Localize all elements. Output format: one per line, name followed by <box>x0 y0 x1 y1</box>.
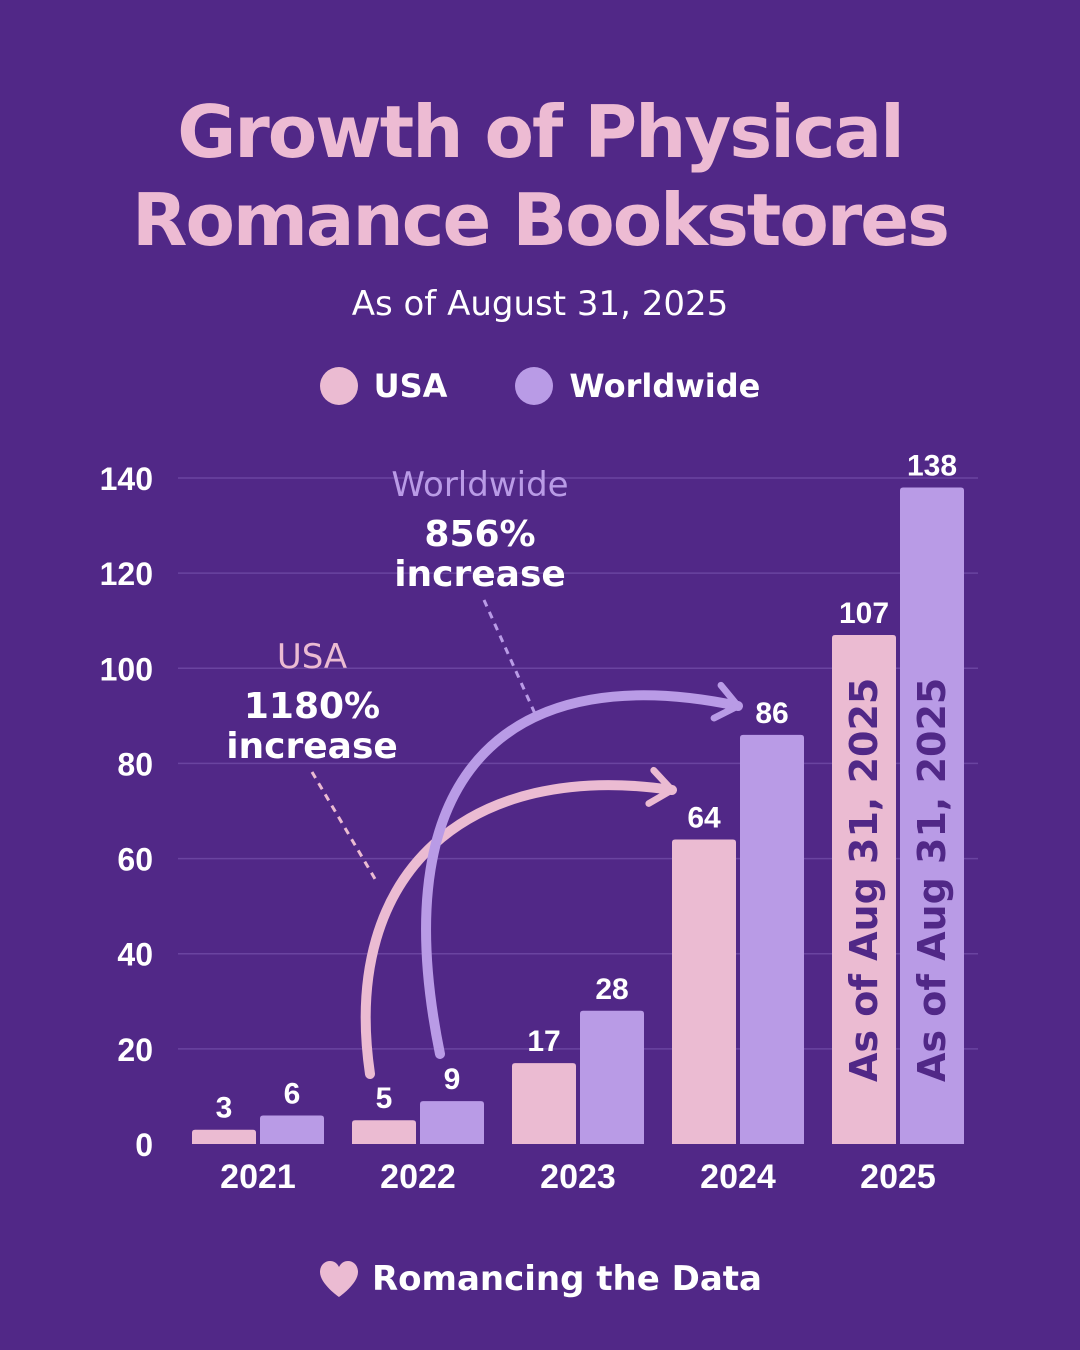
bar-usa-2022 <box>352 1120 416 1144</box>
y-tick-label-100: 100 <box>100 651 153 687</box>
footer-brand: Romancing the Data <box>0 1256 1080 1302</box>
bar-usa-2024 <box>672 839 736 1144</box>
data-label-usa-2025: 107 <box>839 597 889 630</box>
bar-worldwide-2022 <box>420 1101 484 1144</box>
bar-usa-2021 <box>192 1129 256 1144</box>
bar-note-usa-2025: As of Aug 31, 2025 <box>842 678 886 1082</box>
data-label-worldwide-2021: 6 <box>284 1077 301 1110</box>
bars <box>192 487 964 1144</box>
data-label-usa-2022: 5 <box>376 1082 393 1115</box>
legend-item-worldwide: Worldwide <box>515 364 760 408</box>
annotation-leader-usa <box>310 771 380 885</box>
heart-icon <box>319 1261 358 1297</box>
x-tick-label-2022: 2022 <box>380 1158 456 1196</box>
annotation-series-usa: USA <box>277 637 347 677</box>
x-tick-label-2021: 2021 <box>220 1158 296 1196</box>
legend-swatch-usa <box>319 367 358 405</box>
legend-item-usa: USA <box>319 364 448 408</box>
y-tick-label-140: 140 <box>100 461 153 497</box>
y-tick-label-120: 120 <box>100 556 153 592</box>
bar-note-worldwide-2025: As of Aug 31, 2025 <box>910 678 954 1082</box>
annotation-percent-worldwide: 856% <box>424 514 535 555</box>
data-label-usa-2023: 17 <box>527 1025 560 1058</box>
data-label-usa-2024: 64 <box>687 802 721 835</box>
y-tick-label-80: 80 <box>117 746 153 782</box>
annotation-text-worldwide: increase <box>394 554 566 595</box>
data-label-worldwide-2022: 9 <box>444 1063 461 1096</box>
annotation-text-usa: increase <box>226 726 398 767</box>
growth-arrow-worldwide <box>421 681 743 1059</box>
annotation-leader-worldwide <box>482 599 538 717</box>
chart-title-line-1: Growth of Physical <box>177 90 905 174</box>
annotation-percent-usa: 1180% <box>244 686 380 727</box>
y-tick-label-60: 60 <box>117 842 153 878</box>
legend-label-usa: USA <box>373 367 448 405</box>
chart-title: Growth of Physical Romance Bookstores <box>0 88 1080 264</box>
chart-legend: USA Worldwide <box>0 364 1080 408</box>
y-tick-label-20: 20 <box>117 1032 153 1068</box>
legend-swatch-worldwide <box>515 367 554 405</box>
bar-worldwide-2025 <box>900 487 964 1144</box>
bar-usa-2025 <box>832 634 896 1144</box>
legend-label-worldwide: Worldwide <box>569 367 761 405</box>
data-label-worldwide-2023: 28 <box>595 973 628 1006</box>
bar-worldwide-2021 <box>260 1115 324 1144</box>
footer-text: Romancing the Data <box>371 1259 763 1299</box>
chart-title-line-2: Romance Bookstores <box>132 178 950 262</box>
y-tick-label-0: 0 <box>135 1127 153 1163</box>
x-tick-label-2025: 2025 <box>860 1158 936 1196</box>
bar-usa-2023 <box>512 1063 576 1144</box>
bar-worldwide-2024 <box>740 734 804 1144</box>
bar-chart: 0 20 40 60 80 100 120 140 3 6 5 9 17 28 64 86 107 138 As … <box>100 450 978 1196</box>
y-axis-ticks: 0 20 40 60 80 100 120 140 <box>100 461 153 1163</box>
x-tick-label-2023: 2023 <box>540 1158 616 1196</box>
data-label-usa-2021: 3 <box>216 1092 233 1125</box>
data-label-worldwide-2024: 86 <box>755 697 788 730</box>
annotation-series-worldwide: Worldwide <box>391 465 568 505</box>
y-tick-label-40: 40 <box>117 937 153 973</box>
x-axis-ticks: 2021 2022 2023 2024 2025 <box>220 1158 936 1196</box>
data-labels: 3 6 5 9 17 28 64 86 107 138 As of Aug 31, 2025 As o… <box>216 450 957 1125</box>
data-label-worldwide-2025: 138 <box>907 450 957 483</box>
chart-subtitle: As of August 31, 2025 <box>351 284 729 324</box>
x-tick-label-2024: 2024 <box>700 1158 776 1196</box>
bar-worldwide-2023 <box>580 1010 644 1144</box>
